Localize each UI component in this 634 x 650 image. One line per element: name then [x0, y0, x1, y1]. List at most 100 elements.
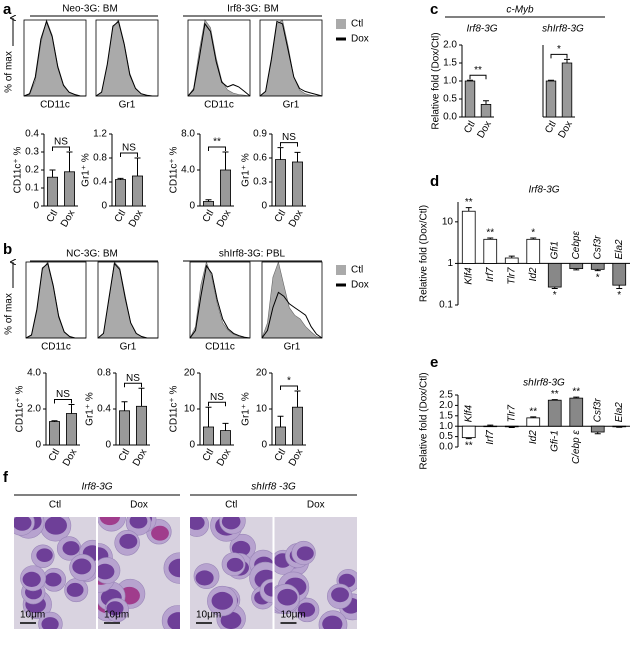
scale-bar-label: 10μm: [196, 610, 221, 621]
bar: [504, 257, 519, 264]
nucleus: [99, 517, 121, 526]
legend-swatch: [336, 283, 346, 287]
significance: **: [486, 228, 494, 239]
error-bar: [594, 269, 601, 272]
y-tick-label: 0.4: [25, 129, 39, 140]
x-tick-label: Ctl: [47, 447, 63, 463]
bar: [569, 263, 584, 270]
y-tick-label: 10: [184, 404, 196, 415]
y-tick-label: 0.5: [443, 94, 457, 105]
chart-title: Irf8-3G: [466, 24, 497, 35]
bar: [202, 426, 214, 446]
image-column-label: Dox: [307, 500, 325, 511]
x-tick-label: Ela2: [614, 402, 625, 422]
bar: [612, 263, 627, 286]
nucleus: [72, 558, 92, 575]
x-tick-label: Id2: [528, 267, 539, 281]
plot-frame: [23, 19, 87, 97]
bar: [291, 406, 303, 446]
error-bar: [49, 169, 56, 178]
y-tick-label: 0: [35, 440, 41, 451]
x-tick-label: Tlr7: [506, 267, 517, 285]
x-tick-label: Cebpε: [571, 231, 582, 260]
legend-label: Ctl: [351, 19, 363, 30]
x-tick-label: Dox: [556, 119, 574, 140]
significance: NS: [122, 143, 136, 154]
significance: NS: [282, 132, 296, 143]
bar: [526, 417, 541, 427]
group-header: Irf8-3G: BM: [227, 4, 279, 15]
x-tick-label: Irf7: [485, 430, 496, 445]
y-tick-label: 0.0: [439, 442, 453, 453]
significance-bracket: [469, 74, 487, 80]
y-tick-label: 1.2: [93, 129, 107, 140]
histogram-area: [97, 261, 158, 339]
bar: [569, 397, 584, 427]
histogram-line: [23, 19, 86, 97]
bar: [504, 425, 519, 428]
significance: *: [557, 44, 561, 55]
significance: *: [531, 228, 535, 239]
x-tick-label: Ctl: [45, 208, 61, 224]
error-bar: [508, 255, 515, 258]
significance: **: [465, 197, 473, 208]
significance: *: [617, 290, 621, 301]
bar: [131, 175, 143, 207]
nucleus: [119, 533, 138, 549]
cell-group: [190, 517, 273, 629]
y-tick-label: 20: [256, 368, 268, 379]
x-axis-label: Gr1: [283, 100, 300, 111]
error-bar: [277, 415, 284, 427]
y-tick-label: 0.0: [443, 112, 457, 123]
error-bar: [205, 406, 212, 427]
bar: [219, 430, 231, 446]
error-bar: [551, 287, 558, 289]
x-tick-label: C/ebp ε: [571, 430, 582, 464]
bar: [115, 179, 127, 207]
x-tick-label: Ctl: [117, 447, 133, 463]
bar: [480, 104, 492, 118]
y-tick-label: 0.6: [253, 153, 267, 164]
nucleus: [277, 588, 298, 606]
y-tick-label: 2.5: [439, 390, 453, 401]
x-tick-label: Ctl: [273, 447, 289, 463]
nucleus: [226, 557, 244, 572]
chart-title: shIrf8-3G: [542, 24, 584, 35]
significance: **: [213, 137, 221, 148]
x-axis-label: Gr1: [119, 100, 136, 111]
y-tick-label: 1: [447, 258, 453, 269]
significance: *: [287, 376, 291, 387]
cell-group: [98, 517, 180, 629]
y-tick-label: 0.1: [25, 183, 39, 194]
significance-bracket: [208, 146, 226, 151]
bar: [561, 62, 573, 118]
error-bar: [483, 100, 489, 105]
error-bar: [117, 177, 124, 180]
y-tick-label: 10: [256, 404, 268, 415]
bar: [590, 263, 605, 270]
chart-title: shIrf8-3G: [523, 378, 565, 389]
nucleus: [41, 617, 59, 629]
y-tick-label: 1.5: [439, 410, 453, 421]
histogram-line: [261, 291, 323, 339]
histogram-line: [259, 20, 323, 97]
image-group-title: shIrf8 -3G: [251, 482, 296, 493]
error-bar: [487, 237, 494, 240]
y-axis-label: CD11c⁺ %: [15, 386, 26, 433]
y-tick-label: 1.5: [443, 58, 457, 69]
significance: NS: [56, 389, 70, 400]
significance: **: [551, 389, 559, 400]
nucleus: [221, 517, 241, 530]
nucleus: [36, 548, 53, 562]
error-bar: [564, 58, 570, 63]
error-bar: [467, 79, 473, 81]
bar: [461, 425, 476, 439]
y-tick-label: 0.4: [97, 404, 111, 415]
significance: NS: [210, 392, 224, 403]
legend-label: Dox: [351, 34, 369, 45]
x-axis-label: Gr1: [284, 342, 301, 353]
x-tick-label: Ctl: [201, 447, 217, 463]
y-tick-label: 0: [261, 440, 267, 451]
scale-bar-label: 10μm: [104, 610, 129, 621]
